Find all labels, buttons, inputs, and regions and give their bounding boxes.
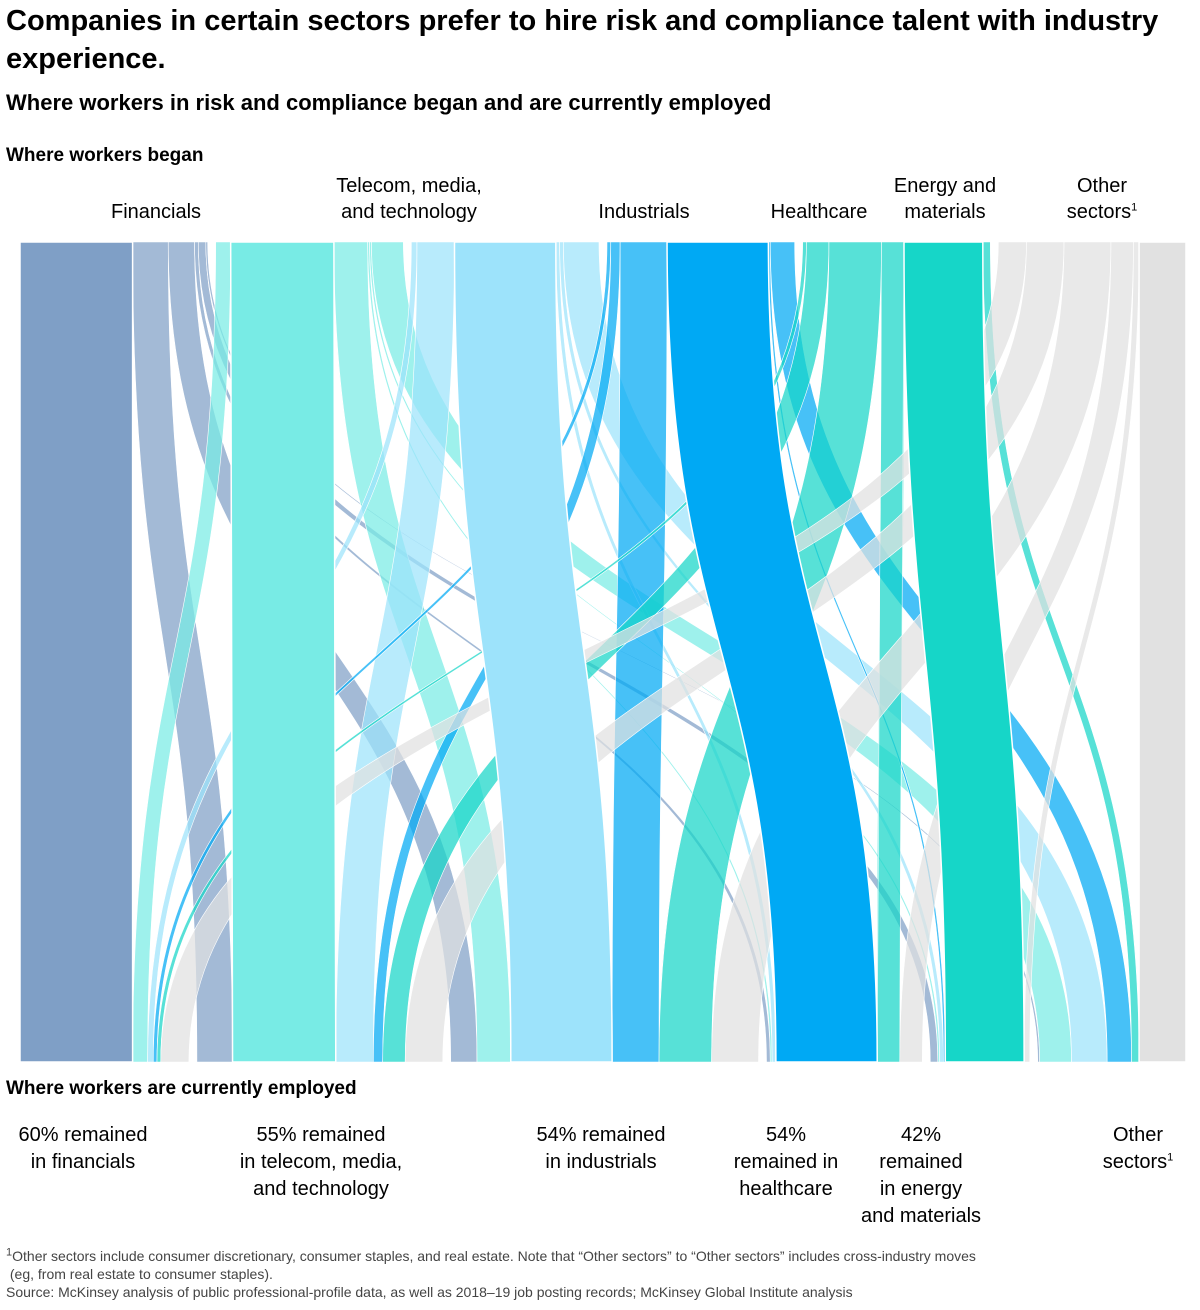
origin-label-energy-and-materials: Energy and materials [894,173,996,225]
origin-label-line: and technology [336,199,482,225]
destination-label-text: and materials [860,1205,982,1227]
destination-label-text: 42% [900,1124,942,1146]
origin-label-text: Other [1076,175,1128,197]
destination-label-line: and technology [240,1176,402,1203]
destination-label-text: Other [1112,1124,1164,1146]
origin-label-line: Telecom, media, [336,173,482,199]
destination-label-text: 55% remained [256,1124,386,1146]
origin-section-label: Where workers began [6,145,204,166]
destination-label-line: 54% [734,1122,839,1149]
destination-label-line: 54% remained [537,1122,666,1149]
destination-label-text: remained in [733,1151,839,1173]
destination-label-line: and materials [861,1203,981,1230]
footnote-line: 1Other sectors include consumer discreti… [6,1247,1196,1265]
origin-label-line: Industrials [598,199,689,225]
origin-label-text: and technology [341,201,477,223]
footnote-marker: 1 [1167,1151,1174,1164]
footnotes: 1Other sectors include consumer discreti… [6,1247,1196,1301]
origin-label-text: sectors [1066,201,1132,223]
origin-label-telecom-media-and-technology: Telecom, media, and technology [336,173,482,225]
flow-telecom-media-and-technology-to-telecom-media-and-technology [229,241,337,1063]
flow-financials-to-financials [19,241,134,1063]
destination-label-text: in energy [879,1178,963,1200]
origin-label-line: Healthcare [771,199,868,225]
chart-title: Companies in certain sectors prefer to h… [6,5,1159,75]
flow-healthcare-to-industrials [611,241,668,1063]
flow-other-sectors-to-other-sectors [1138,241,1187,1063]
origin-label-text: Financials [110,201,202,223]
destination-label-industrials: 54% remained in industrials [537,1122,666,1176]
destination-label-energy-and-materials: 42% remained in energy and materials [861,1122,981,1230]
origin-label-industrials: Industrials [598,199,689,225]
chart-subtitle: Where workers in risk and compliance beg… [6,90,772,115]
destination-label-healthcare: 54% remained in healthcare [734,1122,839,1203]
destination-label-line: sectors1 [1103,1149,1174,1176]
origin-label-line: Energy and [894,173,996,199]
origin-label-financials: Financials [111,199,201,225]
flow-other-sectors-to-healthcare [899,241,1134,1063]
destination-label-text: 54% remained [536,1124,666,1146]
destination-label-line: remained [861,1149,981,1176]
flow-industrials-to-industrials [453,241,613,1063]
destination-label-other-sectors: Other sectors1 [1103,1122,1174,1176]
destination-label-text: sectors [1102,1151,1168,1173]
destination-label-text: in industrials [545,1151,657,1173]
destination-label-line: remained in [734,1149,839,1176]
footnote-line: Source: McKinsey analysis of public prof… [6,1283,1196,1301]
destination-label-line: in financials [19,1149,148,1176]
destination-label-line: Other [1103,1122,1174,1149]
origin-label-text: Energy and [893,175,997,197]
footnote-text: Source: McKinsey analysis of public prof… [6,1284,853,1300]
origin-label-line: materials [894,199,996,225]
destination-label-line: 42% [861,1122,981,1149]
origin-label-line: Other [1067,173,1138,199]
origin-label-other-sectors: Other sectors1 [1067,173,1138,225]
origin-label-text: Healthcare [770,201,868,223]
destination-label-financials: 60% remained in financials [19,1122,148,1176]
destination-label-line: 60% remained [19,1122,148,1149]
origin-label-text: materials [904,201,986,223]
footnote-marker: 1 [6,1246,13,1259]
flow-other-sectors-to-energy-and-materials [1023,241,1140,1063]
origin-label-line: sectors1 [1067,199,1138,225]
destination-label-line: 55% remained [240,1122,402,1149]
destination-label-text: in telecom, media, [239,1151,403,1173]
destination-label-text: healthcare [739,1178,833,1200]
destination-label-text: and technology [253,1178,389,1200]
footnote-text: Other sectors include consumer discretio… [12,1248,976,1264]
destination-label-telecom-media-and-technology: 55% remained in telecom, media, and techno… [240,1122,402,1203]
destination-section-label: Where workers are currently employed [6,1078,357,1099]
destination-label-text: in financials [30,1151,136,1173]
flow-healthcare-to-healthcare [666,241,878,1063]
origin-label-text: Industrials [598,201,690,223]
flow-energy-and-materials-to-energy-and-materials [903,241,1025,1063]
origin-label-text: Telecom, media, [336,175,482,197]
footnote-line: (eg, from real estate to consumer staple… [6,1265,1196,1283]
destination-label-text: 54% [765,1124,807,1146]
origin-label-line: Financials [111,199,201,225]
footnote-marker: 1 [1131,201,1138,214]
origin-label-healthcare: Healthcare [771,199,868,225]
destination-label-line: in telecom, media, [240,1149,402,1176]
footnote-text: (eg, from real estate to consumer staple… [6,1266,273,1282]
destination-label-text: 60% remained [18,1124,148,1146]
destination-label-line: in industrials [537,1149,666,1176]
destination-label-line: in energy [861,1176,981,1203]
destination-label-line: healthcare [734,1176,839,1203]
destination-label-text: remained [879,1151,963,1173]
